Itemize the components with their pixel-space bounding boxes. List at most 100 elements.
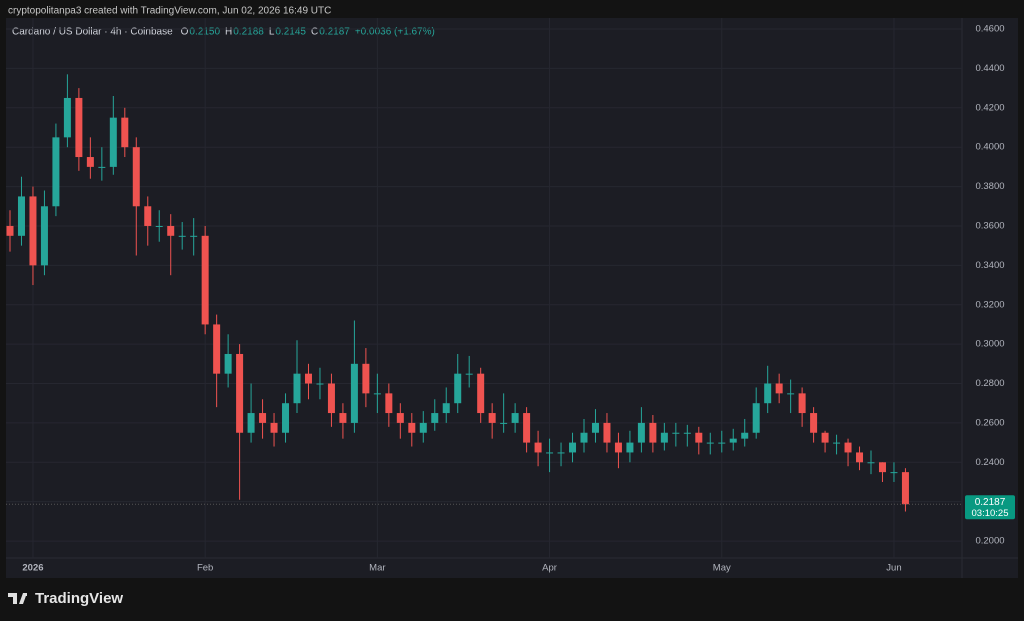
candle-body <box>729 438 737 443</box>
candle-body <box>775 383 783 394</box>
candle-body <box>304 373 312 384</box>
candle-body <box>821 432 829 443</box>
candle-body <box>121 117 129 148</box>
candle-body <box>591 422 599 433</box>
candle-body <box>52 137 60 207</box>
candle-body <box>17 196 25 236</box>
candle-body <box>660 432 668 443</box>
candle-body <box>798 393 806 414</box>
candle-body <box>293 373 301 404</box>
logo: TradingView <box>8 590 123 607</box>
candle-body <box>569 442 577 453</box>
legend-field-label: C <box>311 27 318 38</box>
x-tick-label: Jun <box>886 563 901 574</box>
candle-body <box>706 442 714 444</box>
candle-body <box>270 422 278 433</box>
y-tick-label: 0.3200 <box>975 299 1004 310</box>
candle-body <box>878 462 886 473</box>
y-tick-label: 0.4000 <box>975 142 1004 153</box>
candle-body <box>741 432 749 439</box>
y-tick-label: 0.2000 <box>975 536 1004 547</box>
candle-body <box>86 157 94 167</box>
legend-field-value: 0.2188 <box>233 27 264 38</box>
candle-body <box>224 353 232 374</box>
candle-body <box>40 206 48 266</box>
x-tick-label: Mar <box>369 563 385 574</box>
candle-body <box>282 403 290 433</box>
candle-body <box>385 393 393 414</box>
candle-body <box>844 442 852 453</box>
y-tick-label: 0.3800 <box>975 181 1004 192</box>
candle-body <box>511 413 519 423</box>
y-tick-label: 0.2400 <box>975 457 1004 468</box>
candle-body <box>144 206 152 226</box>
legend-field-label: O <box>181 27 189 38</box>
candle-body <box>901 472 909 505</box>
x-tick-label: 2026 <box>22 563 43 574</box>
candle-body <box>75 97 83 158</box>
candle-body <box>190 235 198 237</box>
candle-body <box>546 452 554 454</box>
y-tick-label: 0.2600 <box>975 417 1004 428</box>
candle-body <box>373 393 381 395</box>
candle-body <box>167 225 175 236</box>
y-tick-label: 0.3000 <box>975 339 1004 350</box>
candle-body <box>316 383 324 385</box>
candle-body <box>29 196 37 266</box>
candle-body <box>442 403 450 414</box>
candle-body <box>419 422 427 433</box>
symbol: Cardano / US Dollar · 4h · Coinbase <box>12 27 173 38</box>
candle-body <box>867 462 875 464</box>
candle-body <box>672 432 680 434</box>
y-tick-label: 0.4400 <box>975 63 1004 74</box>
last-price-label: 0.2187 <box>975 497 1006 508</box>
logo-icon <box>8 593 27 604</box>
x-tick-label: Feb <box>197 563 213 574</box>
candle-body <box>109 117 117 167</box>
candle-body <box>339 413 347 423</box>
y-tick-label: 0.3400 <box>975 260 1004 271</box>
candle-body <box>534 442 542 453</box>
candle-body <box>454 373 462 404</box>
candle-body <box>523 413 531 443</box>
candle-body <box>764 383 772 404</box>
legend-field-label: H <box>225 27 232 38</box>
candle-body <box>247 413 255 433</box>
candle-body <box>580 432 588 443</box>
candle-body <box>327 383 335 414</box>
y-tick-label: 0.4600 <box>975 24 1004 35</box>
x-tick-label: Apr <box>542 563 557 574</box>
legend-field-value: 0.2187 <box>319 27 350 38</box>
candle-body <box>752 403 760 433</box>
candle-body <box>810 413 818 433</box>
candle-body <box>408 422 416 433</box>
candle-body <box>477 373 485 414</box>
candle-body <box>350 363 358 423</box>
candle-body <box>649 422 657 443</box>
candle-body <box>259 413 267 423</box>
candle-body <box>787 393 795 395</box>
legend-change: +0.0036 (+1.67%) <box>355 27 435 38</box>
candle-body <box>603 422 611 443</box>
candle-body <box>236 353 244 433</box>
candle-body <box>98 166 106 168</box>
candle-body <box>500 422 508 424</box>
candle-body <box>683 432 691 434</box>
candle-body <box>362 363 370 394</box>
candle-body <box>465 373 473 375</box>
candle-body <box>626 442 634 453</box>
y-tick-label: 0.4200 <box>975 102 1004 113</box>
candle-body <box>856 452 864 463</box>
candle-body <box>614 442 622 453</box>
candle-body <box>718 442 726 444</box>
candle-body <box>396 413 404 423</box>
candle-body <box>63 97 71 138</box>
y-tick-label: 0.3600 <box>975 220 1004 231</box>
candle-body <box>637 422 645 443</box>
candle-body <box>6 225 14 236</box>
last-price-tag <box>965 495 1015 520</box>
candle-body <box>132 147 140 207</box>
y-tick-label: 0.2800 <box>975 378 1004 389</box>
candle-body <box>213 324 221 374</box>
